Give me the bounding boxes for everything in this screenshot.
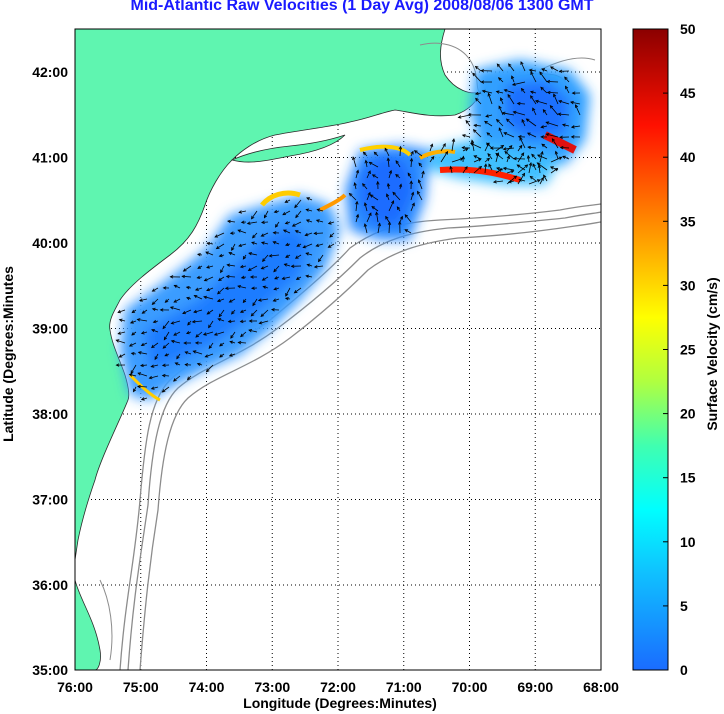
y-tick-label: 42:00 (32, 64, 68, 80)
colorbar-tick-label: 50 (680, 21, 696, 37)
x-tick-labels: 76:00 75:00 74:00 73:00 72:00 71:00 70:00 69:00… (57, 679, 619, 695)
map-title: Mid-Atlantic Raw Velocities (1 Day Avg) … (130, 0, 594, 14)
x-axis-label: Longitude (Degrees:Minutes) (243, 695, 437, 711)
x-tick-label: 68:00 (583, 679, 619, 695)
colorbar-tick-label: 15 (680, 470, 696, 486)
x-tick-label: 69:00 (517, 679, 553, 695)
y-tick-label: 40:00 (32, 235, 68, 251)
velocity-highlights (128, 131, 577, 402)
colorbar-tick-label: 10 (680, 534, 696, 550)
x-tick-label: 75:00 (123, 679, 159, 695)
colorbar-tick-label: 5 (680, 598, 688, 614)
x-tick-label: 72:00 (320, 679, 356, 695)
colorbar-tick-label: 40 (680, 149, 696, 165)
colorbar (632, 28, 669, 671)
y-tick-labels: 42:00 41:00 40:00 39:00 38:00 37:00 36:00 35:00 (32, 64, 68, 678)
x-tick-label: 70:00 (452, 679, 488, 695)
y-tick-label: 41:00 (32, 150, 68, 166)
colorbar-tick-label: 45 (680, 85, 696, 101)
y-tick-label: 39:00 (32, 321, 68, 337)
y-tick-label: 36:00 (32, 577, 68, 593)
colorbar-tick-label: 30 (680, 277, 696, 293)
velocity-arrows (115, 61, 581, 401)
x-tick-label: 71:00 (386, 679, 422, 695)
x-tick-label: 74:00 (189, 679, 225, 695)
y-tick-label: 35:00 (32, 662, 68, 678)
colorbar-tick-label: 35 (680, 213, 696, 229)
colorbar-tick-label: 25 (680, 342, 696, 358)
colorbar-tick-label: 20 (680, 406, 696, 422)
y-tick-label: 37:00 (32, 492, 68, 508)
x-tick-label: 76:00 (57, 679, 93, 695)
colorbar-tick-label: 0 (680, 662, 688, 678)
y-tick-label: 38:00 (32, 406, 68, 422)
x-tick-label: 73:00 (254, 679, 290, 695)
plot-frame (74, 28, 602, 671)
